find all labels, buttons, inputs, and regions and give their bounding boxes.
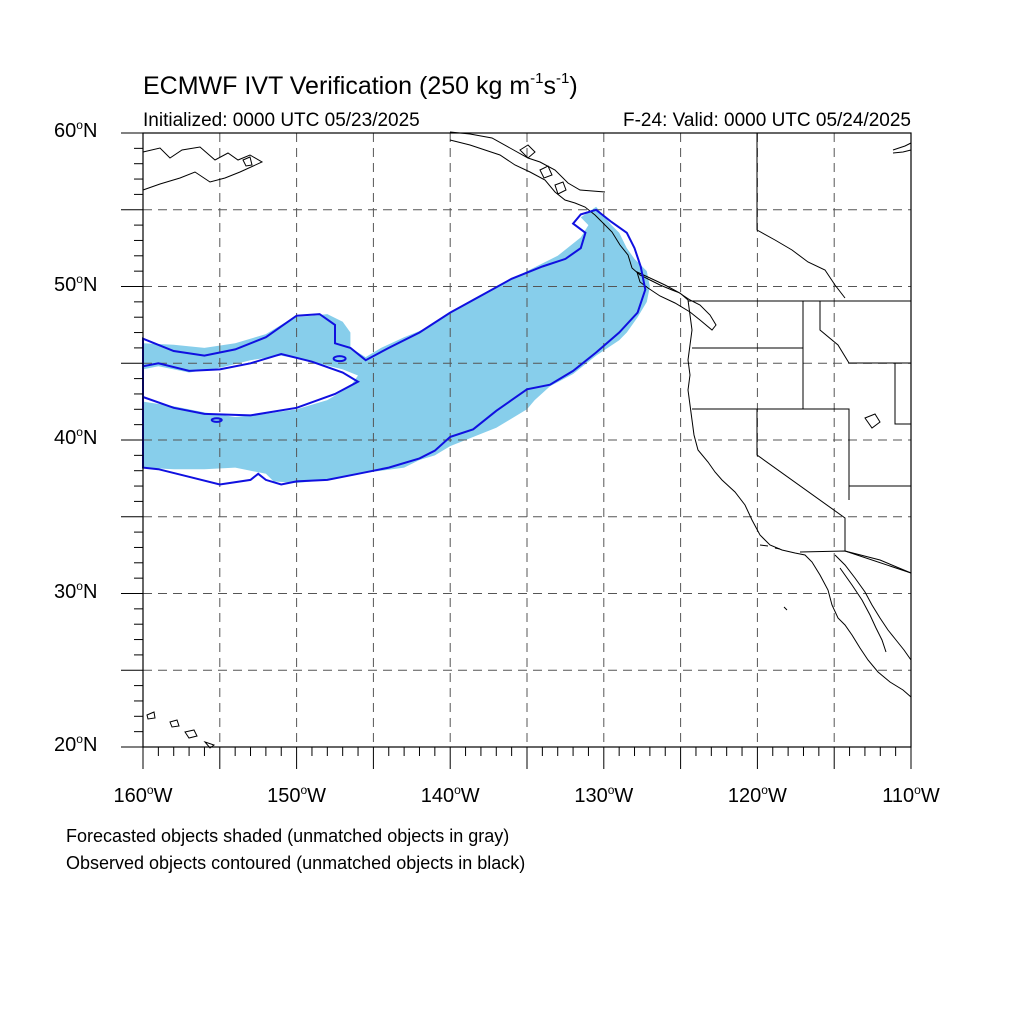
great-salt-lake (864, 413, 881, 429)
observed-ivt-blob (332, 355, 347, 363)
coastlines-and-borders (142, 131, 912, 749)
baja-east-coast (839, 567, 887, 653)
northeast-corner-coast (892, 142, 912, 154)
lon-label: 130oW (574, 783, 634, 807)
observed-objects (142, 208, 647, 486)
state-borders (692, 301, 912, 574)
alaska-bc-border (756, 133, 846, 299)
lat-label: 60oN (54, 118, 98, 142)
chart-title: ECMWF IVT Verification (250 kg m-1s-1) (143, 70, 578, 100)
footnote-forecast: Forecasted objects shaded (unmatched obj… (66, 826, 510, 846)
observed-ivt-blob (210, 417, 223, 423)
lon-label: 120oW (727, 783, 787, 807)
gulf-of-california (834, 554, 912, 661)
lat-label: 30oN (54, 578, 98, 603)
vancouver-island (636, 271, 717, 331)
alaska-islands (242, 144, 567, 195)
footnote-observed: Observed objects contoured (unmatched ob… (66, 853, 526, 873)
lat-label: 40oN (54, 425, 98, 449)
lon-label: 160oW (113, 783, 173, 807)
initialized-label: Initialized: 0000 UTC 05/23/2025 (143, 110, 420, 131)
channel-islands (759, 544, 788, 611)
west-coastline (601, 221, 912, 698)
lon-label: 140oW (420, 783, 480, 807)
lat-label: 20oN (54, 732, 98, 756)
hawaii-islands (146, 711, 216, 749)
lon-label: 150oW (267, 783, 327, 807)
axis-ticks (121, 132, 912, 769)
alaska-coastline-east (449, 131, 606, 223)
observed-ivt-contour (142, 208, 647, 486)
valid-time-label: F-24: Valid: 0000 UTC 05/24/2025 (623, 110, 911, 131)
lon-label: 110oW (882, 783, 940, 807)
observed-ivt-contour-inner (142, 352, 361, 417)
us-mexico-border (799, 550, 912, 574)
alaska-coastline (142, 146, 264, 191)
lat-label: 50oN (54, 271, 98, 296)
